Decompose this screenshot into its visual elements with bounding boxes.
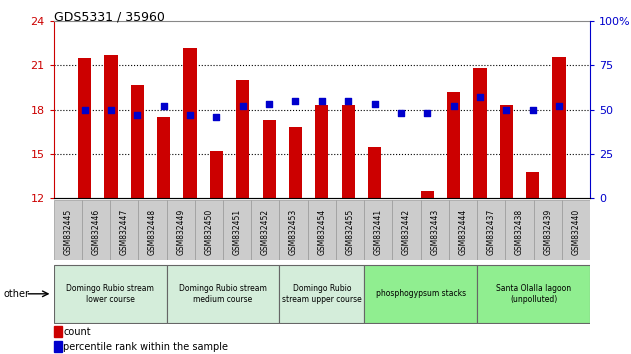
- Bar: [131, 85, 144, 354]
- Text: GSM832439: GSM832439: [543, 209, 552, 255]
- Text: count: count: [63, 327, 91, 337]
- Point: [475, 95, 485, 100]
- Bar: [184, 48, 197, 354]
- Point: [501, 107, 511, 113]
- Point: [554, 103, 564, 109]
- Bar: [336, 200, 364, 260]
- Bar: [78, 58, 91, 354]
- Bar: [421, 200, 449, 260]
- Bar: [368, 147, 381, 354]
- Bar: [289, 127, 302, 354]
- Bar: [534, 200, 562, 260]
- Point: [80, 107, 90, 113]
- Bar: [364, 200, 392, 260]
- Bar: [449, 200, 477, 260]
- Bar: [195, 200, 223, 260]
- Point: [449, 103, 459, 109]
- Text: GSM832446: GSM832446: [91, 209, 100, 255]
- Text: GSM832453: GSM832453: [289, 209, 298, 255]
- Point: [133, 112, 143, 118]
- Text: GSM832450: GSM832450: [204, 209, 213, 255]
- Bar: [110, 200, 138, 260]
- Bar: [316, 105, 328, 354]
- Bar: [552, 57, 565, 354]
- Text: phosphogypsum stacks: phosphogypsum stacks: [375, 289, 466, 298]
- Bar: [562, 200, 590, 260]
- Bar: [54, 200, 82, 260]
- Point: [396, 110, 406, 116]
- Bar: [500, 105, 513, 354]
- Bar: [308, 200, 336, 260]
- Bar: [104, 55, 117, 354]
- Text: Santa Olalla lagoon
(unpolluted): Santa Olalla lagoon (unpolluted): [496, 284, 571, 303]
- Text: GSM832438: GSM832438: [515, 209, 524, 255]
- Text: GSM832442: GSM832442: [402, 209, 411, 255]
- Text: GDS5331 / 35960: GDS5331 / 35960: [54, 11, 165, 24]
- Bar: [236, 80, 249, 354]
- Text: Domingo Rubio stream
lower course: Domingo Rubio stream lower course: [66, 284, 154, 303]
- Bar: [473, 68, 487, 354]
- Text: GSM832441: GSM832441: [374, 209, 383, 255]
- Text: GSM832448: GSM832448: [148, 209, 157, 255]
- Bar: [223, 200, 251, 260]
- Bar: [167, 265, 280, 323]
- Point: [290, 98, 300, 104]
- Bar: [392, 200, 421, 260]
- Point: [370, 102, 380, 107]
- Text: other: other: [3, 289, 29, 299]
- Bar: [138, 200, 167, 260]
- Point: [317, 98, 327, 104]
- Text: GSM832455: GSM832455: [346, 209, 355, 255]
- Bar: [477, 265, 590, 323]
- Point: [343, 98, 353, 104]
- Bar: [280, 265, 364, 323]
- Text: GSM832440: GSM832440: [572, 209, 581, 255]
- Text: GSM832454: GSM832454: [317, 209, 326, 255]
- Bar: [364, 265, 477, 323]
- Bar: [447, 92, 460, 354]
- Bar: [262, 120, 276, 354]
- Text: GSM832444: GSM832444: [459, 209, 468, 255]
- Point: [528, 107, 538, 113]
- Bar: [341, 105, 355, 354]
- Bar: [251, 200, 280, 260]
- Bar: [54, 265, 167, 323]
- Point: [422, 110, 432, 116]
- Bar: [526, 172, 540, 354]
- Bar: [82, 200, 110, 260]
- Text: GSM832451: GSM832451: [233, 209, 242, 255]
- Bar: [157, 117, 170, 354]
- Bar: [54, 326, 62, 337]
- Bar: [54, 341, 62, 353]
- Text: GSM832437: GSM832437: [487, 209, 496, 255]
- Point: [158, 103, 168, 109]
- Bar: [167, 200, 195, 260]
- Text: GSM832449: GSM832449: [176, 209, 185, 255]
- Bar: [477, 200, 505, 260]
- Text: GSM832447: GSM832447: [120, 209, 129, 255]
- Point: [211, 114, 221, 120]
- Text: Domingo Rubio
stream upper course: Domingo Rubio stream upper course: [282, 284, 362, 303]
- Bar: [394, 210, 408, 354]
- Point: [264, 102, 274, 107]
- Text: GSM832452: GSM832452: [261, 209, 270, 255]
- Point: [185, 112, 195, 118]
- Text: GSM832445: GSM832445: [63, 209, 72, 255]
- Text: Domingo Rubio stream
medium course: Domingo Rubio stream medium course: [179, 284, 267, 303]
- Text: GSM832443: GSM832443: [430, 209, 439, 255]
- Point: [238, 103, 248, 109]
- Bar: [421, 191, 434, 354]
- Bar: [209, 151, 223, 354]
- Bar: [280, 200, 308, 260]
- Text: percentile rank within the sample: percentile rank within the sample: [63, 342, 228, 352]
- Point: [106, 107, 116, 113]
- Bar: [505, 200, 534, 260]
